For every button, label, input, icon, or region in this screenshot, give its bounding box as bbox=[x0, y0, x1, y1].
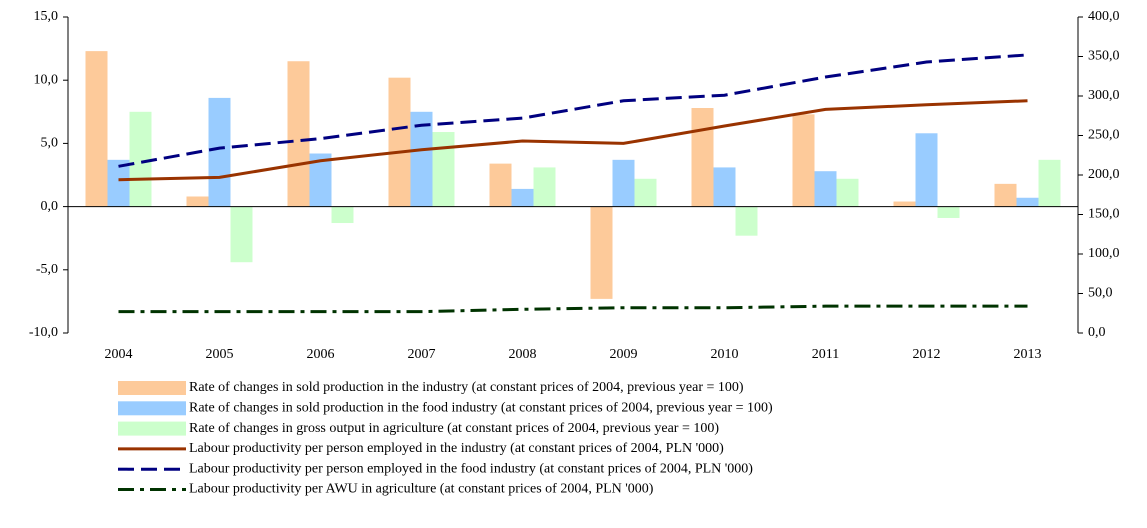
legend-label: Labour productivity per person employed … bbox=[189, 441, 724, 456]
bar bbox=[489, 163, 512, 207]
y2-tick-label: 300,0 bbox=[1088, 88, 1120, 103]
legend-label: Rate of changes in sold production in th… bbox=[189, 380, 744, 395]
x-tick-label: 2009 bbox=[610, 347, 638, 362]
y2-tick-label: 100,0 bbox=[1088, 246, 1120, 261]
x-tick-label: 2006 bbox=[307, 347, 335, 362]
bar bbox=[937, 206, 960, 218]
y2-tick-label: 0,0 bbox=[1088, 325, 1106, 340]
bar bbox=[994, 183, 1017, 207]
x-tick-label: 2010 bbox=[711, 347, 739, 362]
bar bbox=[713, 167, 736, 207]
y2-tick-label: 200,0 bbox=[1088, 167, 1120, 182]
bar bbox=[915, 133, 938, 207]
y2-tick-label: 400,0 bbox=[1088, 9, 1120, 24]
legend-label: Labour productivity per AWU in agricultu… bbox=[189, 482, 654, 497]
bar bbox=[186, 196, 209, 207]
line bbox=[118, 53, 1028, 168]
bar bbox=[836, 178, 859, 207]
y-tick-label: 15,0 bbox=[34, 9, 59, 24]
y-tick-label: 0,0 bbox=[41, 199, 59, 214]
bar bbox=[1038, 159, 1061, 207]
bar bbox=[410, 111, 433, 207]
legend-swatch bbox=[118, 421, 186, 436]
bar bbox=[107, 159, 130, 207]
bar bbox=[208, 97, 231, 207]
bar bbox=[792, 114, 815, 207]
bar bbox=[634, 178, 657, 207]
bar bbox=[511, 188, 534, 207]
legend-label: Rate of changes in gross output in agric… bbox=[189, 421, 719, 436]
y2-tick-label: 250,0 bbox=[1088, 128, 1120, 143]
bar bbox=[85, 51, 108, 207]
bar bbox=[309, 153, 332, 207]
bar bbox=[287, 61, 310, 207]
legend-swatch bbox=[118, 381, 186, 395]
x-tick-label: 2007 bbox=[408, 347, 436, 362]
bar bbox=[129, 111, 152, 207]
x-tick-label: 2013 bbox=[1014, 347, 1042, 362]
bar bbox=[230, 206, 253, 263]
y2-tick-label: 350,0 bbox=[1088, 49, 1120, 64]
line bbox=[118, 304, 1028, 314]
y-tick-label: 5,0 bbox=[41, 136, 59, 151]
x-tick-label: 2005 bbox=[206, 347, 234, 362]
x-tick-label: 2012 bbox=[913, 347, 941, 362]
bar bbox=[612, 159, 635, 207]
x-tick-label: 2004 bbox=[105, 347, 133, 362]
y-tick-label: -10,0 bbox=[29, 325, 58, 340]
bar bbox=[388, 77, 411, 207]
legend-label: Labour productivity per person employed … bbox=[189, 461, 753, 476]
bar bbox=[432, 132, 455, 207]
y2-tick-label: 150,0 bbox=[1088, 207, 1120, 222]
y2-tick-label: 50,0 bbox=[1088, 286, 1113, 301]
bar bbox=[590, 206, 613, 299]
x-tick-label: 2008 bbox=[509, 347, 537, 362]
x-tick-label: 2011 bbox=[812, 347, 839, 362]
bar bbox=[735, 206, 758, 236]
bar bbox=[691, 108, 714, 207]
y-tick-label: -5,0 bbox=[36, 262, 58, 277]
bar bbox=[331, 206, 354, 224]
line bbox=[118, 99, 1028, 182]
bar bbox=[1016, 197, 1039, 207]
legend-label: Rate of changes in sold production in th… bbox=[189, 401, 773, 416]
bar bbox=[814, 171, 837, 207]
y-tick-label: 10,0 bbox=[34, 72, 59, 87]
bar bbox=[893, 201, 916, 207]
legend-swatch bbox=[118, 401, 186, 416]
bar bbox=[533, 167, 556, 207]
